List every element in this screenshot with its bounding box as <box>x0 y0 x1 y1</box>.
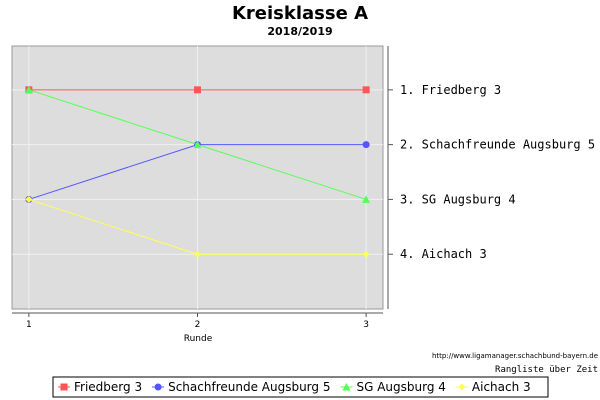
point-friedberg-3-2 <box>194 86 201 94</box>
chart-title: Kreisklasse A <box>232 3 368 24</box>
x-tick-label-2: 2 <box>195 320 201 330</box>
point-sg-augsburg-4-3 <box>362 195 371 203</box>
legend-item-aichach-3: Aichach 3 <box>455 380 531 394</box>
x-tick-label-1: 1 <box>26 320 32 330</box>
legend-item-sg-augsburg-4: SG Augsburg 4 <box>340 380 446 394</box>
legend: Friedberg 3 Schachfreunde Augsburg 5 SG Au… <box>58 380 531 394</box>
legend-marker-friedberg-3 <box>60 383 68 391</box>
point-sg-augsburg-4-1 <box>24 85 33 94</box>
rank-label-2: 2. Schachfreunde Augsburg 5 <box>400 138 595 152</box>
point-aichach-3-2 <box>194 250 201 258</box>
x-tick-label-3: 3 <box>363 320 369 330</box>
chart-caption: Rangliste über Zeit <box>495 365 598 375</box>
rank-labels: 1. Friedberg 3 2. Schachfreunde Augsburg … <box>388 83 595 261</box>
legend-marker-schachfreunde-augsburg-5 <box>154 383 162 391</box>
source-url: http://www.ligamanager.schachbund-bayern… <box>432 352 598 360</box>
x-ticks: 1 2 3 <box>26 313 369 330</box>
legend-marker-aichach-3 <box>458 383 466 391</box>
rank-label-3: 3. SG Augsburg 4 <box>400 192 516 206</box>
point-sg-augsburg-4-2 <box>193 140 202 149</box>
series-sg-augsburg-4 <box>24 85 371 203</box>
legend-item-schachfreunde-augsburg-5: Schachfreunde Augsburg 5 <box>152 380 330 394</box>
point-schachfreunde-augsburg-5-3 <box>362 141 370 149</box>
legend-box <box>52 376 549 398</box>
legend-label-aichach-3: Aichach 3 <box>472 380 531 394</box>
rank-label-1: 1. Friedberg 3 <box>400 83 501 97</box>
x-axis-label: Runde <box>184 334 213 344</box>
rank-label-4: 4. Aichach 3 <box>400 247 487 261</box>
series-aichach-3 <box>25 195 370 258</box>
legend-label-schachfreunde-augsburg-5: Schachfreunde Augsburg 5 <box>168 380 330 394</box>
legend-item-friedberg-3: Friedberg 3 <box>58 380 142 394</box>
legend-marker-sg-augsburg-4 <box>342 383 351 391</box>
chart-subtitle: 2018/2019 <box>267 25 332 38</box>
legend-label-friedberg-3: Friedberg 3 <box>74 380 142 394</box>
point-aichach-3-3 <box>362 250 370 258</box>
point-friedberg-3-3 <box>362 86 370 94</box>
series-group <box>24 85 371 258</box>
point-aichach-3-1 <box>25 195 33 203</box>
legend-label-sg-augsburg-4: SG Augsburg 4 <box>356 380 445 394</box>
